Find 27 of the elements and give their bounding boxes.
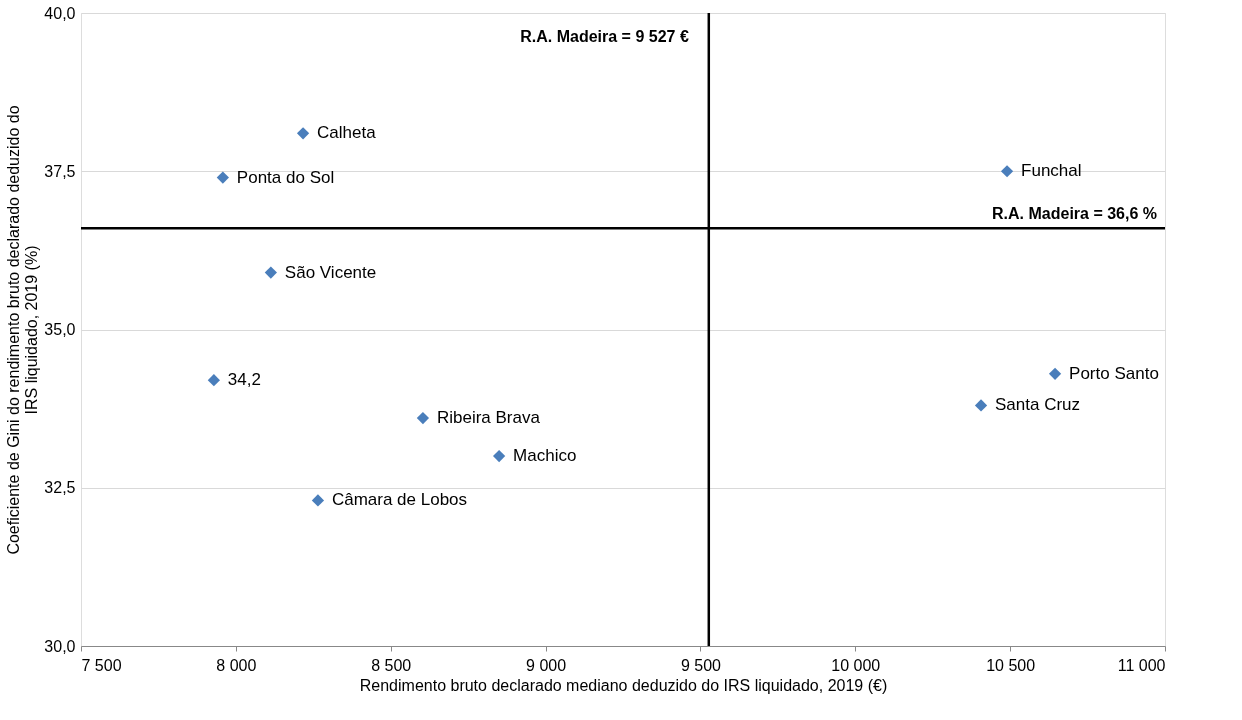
data-label: Santa Cruz bbox=[995, 395, 1081, 415]
y-tick-label: 40,0 bbox=[44, 4, 76, 22]
x-tick-label: 8 500 bbox=[371, 656, 412, 674]
x-axis-title: Rendimento bruto declarado mediano deduzido do IRS liquidado, 2019 (€) bbox=[359, 676, 888, 694]
data-label: Ponta do Sol bbox=[236, 167, 335, 187]
y-tick-label: 35,0 bbox=[44, 321, 76, 338]
y-tick-label: 37,5 bbox=[44, 162, 76, 180]
ref-line-label: R.A. Madeira = 9 527 € bbox=[520, 28, 689, 45]
data-label: 34,2 bbox=[227, 370, 261, 390]
x-tick-label: 9 500 bbox=[680, 656, 722, 674]
data-label: Machico bbox=[513, 446, 577, 466]
x-tick-label: 9 000 bbox=[526, 656, 567, 674]
x-tick-label: 10 500 bbox=[986, 656, 1036, 674]
x-tick-label: 7 500 bbox=[81, 656, 122, 674]
data-label: Ribeira Brava bbox=[436, 408, 541, 428]
data-label: Funchal bbox=[1021, 161, 1082, 181]
ref-line-label: R.A. Madeira = 36,6 % bbox=[992, 205, 1157, 223]
data-label: Porto Santo bbox=[1069, 363, 1159, 383]
y-tick-label: 32,5 bbox=[44, 479, 76, 497]
x-tick-label: 11 000 bbox=[1117, 656, 1166, 674]
data-label: Calheta bbox=[317, 123, 377, 143]
data-label: São Vicente bbox=[284, 262, 377, 282]
x-tick-label: 10 000 bbox=[831, 656, 881, 674]
y-tick-label: 30,0 bbox=[44, 637, 76, 655]
x-tick-label: 8 000 bbox=[216, 656, 257, 674]
data-label: Câmara de Lobos bbox=[331, 490, 468, 510]
y-axis-title: Coeficiente de Gini do rendimento bruto declarado deduzido do IRS liquidado, 2019 (%) bbox=[5, 105, 41, 555]
